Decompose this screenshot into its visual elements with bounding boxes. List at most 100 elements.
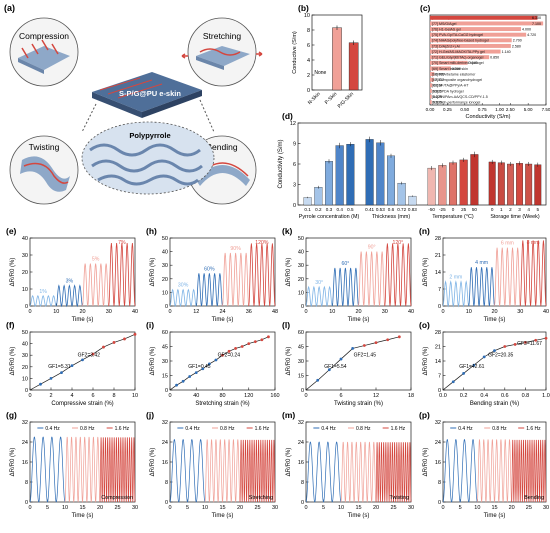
bar <box>430 38 512 43</box>
legend-label: 1.6 Hz <box>391 426 406 432</box>
bar <box>427 167 436 206</box>
gf-annotation: GF1=0.45 <box>188 364 211 370</box>
x-tick-label: 20 <box>509 505 515 511</box>
bar-value-label: 0.026 <box>433 89 442 93</box>
panel-a: (a) Compression Stretching Twisting <box>4 3 263 205</box>
bar-value-label: 0.062 <box>435 72 444 76</box>
panel-g-chart: (g) 0 8 16 24 32 0 5 10 15 20 25 30 Time (s) ΔR/R0 (%)… <box>6 410 138 519</box>
category-label: 0.83 <box>408 207 417 212</box>
x-tick-label: 0 <box>441 309 444 315</box>
data-point <box>81 358 84 362</box>
series-line <box>358 251 386 307</box>
y-tick-label: 28 <box>435 236 441 242</box>
series-line <box>29 295 57 307</box>
x-tick-label: 20 <box>237 505 243 511</box>
y-axis-label: ΔR/R0 (%) <box>150 347 156 376</box>
bar <box>449 162 457 206</box>
plot-frame <box>29 237 136 307</box>
x-tick-label: 20 <box>491 309 497 315</box>
data-point <box>534 338 538 342</box>
bar <box>332 27 342 91</box>
x-tick-label: 10 <box>338 505 344 511</box>
bar <box>430 49 501 54</box>
x-tick-label: 0 <box>304 309 307 315</box>
x-tick-label: 4 <box>70 393 73 399</box>
bar <box>430 83 433 88</box>
data-point <box>253 340 257 344</box>
category-label: 0.3 <box>326 207 333 212</box>
y-tick-label: 20 <box>22 365 28 371</box>
center-skin-label: S-P/G@PU e-skin <box>119 89 181 98</box>
data-point <box>49 377 53 380</box>
bar <box>430 60 468 65</box>
data-point <box>234 347 238 350</box>
y-tick-label: 0 <box>301 500 304 506</box>
x-tick-label: 5 <box>46 505 49 511</box>
x-tick-label: 20 <box>97 505 103 511</box>
plot-frame <box>442 237 547 307</box>
x-axis-label: Time (s) <box>484 513 506 519</box>
series-line <box>248 243 276 307</box>
bar <box>346 144 355 206</box>
y-tick-label: 0 <box>293 203 296 209</box>
series-line <box>305 441 342 503</box>
group-label: Thickness (mm) <box>372 214 411 220</box>
x-tick-label: 30 <box>272 505 278 511</box>
bar <box>430 66 451 71</box>
legend-label: 0.4 Hz <box>45 426 60 432</box>
data-point <box>339 357 343 361</box>
data-point <box>70 364 74 368</box>
x-axis-label: Time (s) <box>484 317 506 323</box>
y-tick-label: 40 <box>22 342 28 348</box>
panel-letter: (j) <box>146 410 154 420</box>
x-tick-label: 0.75 <box>478 107 487 112</box>
data-point <box>260 338 264 342</box>
y-tick-label: 32 <box>435 420 441 426</box>
x-tick-label: 0 <box>441 505 444 511</box>
bar <box>430 72 435 77</box>
y-tick-label: 50 <box>22 330 28 336</box>
data-point <box>544 336 548 340</box>
plot-frame <box>169 237 276 307</box>
category-label: 0.5 <box>347 207 354 212</box>
bar <box>314 187 323 206</box>
legend-label: 0.8 Hz <box>356 426 371 432</box>
y-tick-label: 15 <box>162 374 168 380</box>
series-line <box>169 288 197 308</box>
x-tick-label: 15 <box>79 505 85 511</box>
plot-frame <box>305 331 412 391</box>
y-tick-label: 0 <box>25 304 28 310</box>
category-label: 0.6 <box>388 207 395 212</box>
y-tick-label: 14 <box>435 359 441 365</box>
bar-category-label: [73] D/A(Zn2+) Al <box>432 44 460 48</box>
x-tick-label: 0.4 <box>480 393 488 399</box>
y-tick-label: 32 <box>162 420 168 426</box>
category-label: 2 <box>509 207 512 212</box>
x-tick-label: 15 <box>219 505 225 511</box>
data-point <box>227 349 231 353</box>
gf-annotation: GF1=5.54 <box>324 364 347 370</box>
data-point <box>524 340 527 344</box>
data-point <box>91 352 95 356</box>
data-point <box>503 345 507 348</box>
panel-c-chart: (c) 0.00 0.25 0.50 0.75 1.00 2.50 5.00 7.50 Condu… <box>420 3 550 120</box>
data-point <box>221 353 224 357</box>
x-tick-label: 5.00 <box>524 107 533 112</box>
x-tick-label: 1.00 <box>495 107 504 112</box>
x-axis-label: Time (s) <box>348 317 370 323</box>
y-tick-label: 0 <box>438 500 441 506</box>
bar-value-label: 0.057 <box>435 78 444 82</box>
bar-value-label: 6.300 <box>532 16 541 20</box>
category-label: 0.53 <box>376 207 385 212</box>
data-point <box>374 341 378 345</box>
x-tick-label: 2.50 <box>506 107 515 112</box>
y-tick-label: 32 <box>298 420 304 426</box>
x-tick-label: 10 <box>474 505 480 511</box>
x-tick-label: 20 <box>79 309 85 315</box>
series-line <box>519 240 547 307</box>
panel-letter: (m) <box>282 410 295 420</box>
y-tick-label: 45 <box>162 345 168 351</box>
panel-letter: (i) <box>146 320 154 330</box>
bar-value-label: 1.140 <box>502 50 511 54</box>
